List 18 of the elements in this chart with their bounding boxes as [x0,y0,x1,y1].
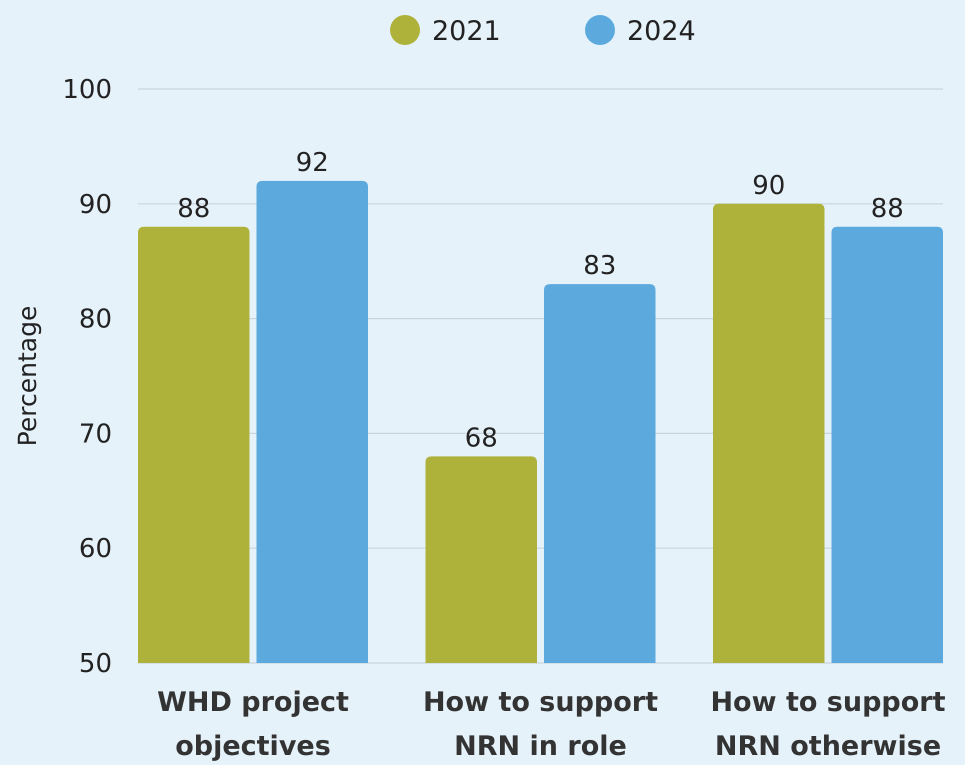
legend-label: 2021 [432,16,501,47]
data-label: 68 [464,423,498,454]
y-tick-label: 70 [78,419,112,450]
y-tick-label: 100 [62,75,112,105]
data-label: 88 [177,194,210,224]
x-tick-label: WHD project objectives [157,687,350,762]
data-label: 83 [583,251,616,282]
legend-label: 2024 [627,16,696,47]
y-tick-label: 60 [78,534,112,564]
y-tick-label: 80 [78,304,112,335]
x-tick-label: How to support NRN in role [422,687,658,762]
y-axis-title: Percentage [13,306,42,446]
data-label: 88 [870,194,904,224]
x-tick-label: How to support NRN otherwise [710,687,946,762]
y-tick-label: 90 [78,190,112,220]
y-tick-label: 50 [78,649,112,679]
data-label: 92 [296,148,329,178]
data-label: 90 [752,170,786,201]
